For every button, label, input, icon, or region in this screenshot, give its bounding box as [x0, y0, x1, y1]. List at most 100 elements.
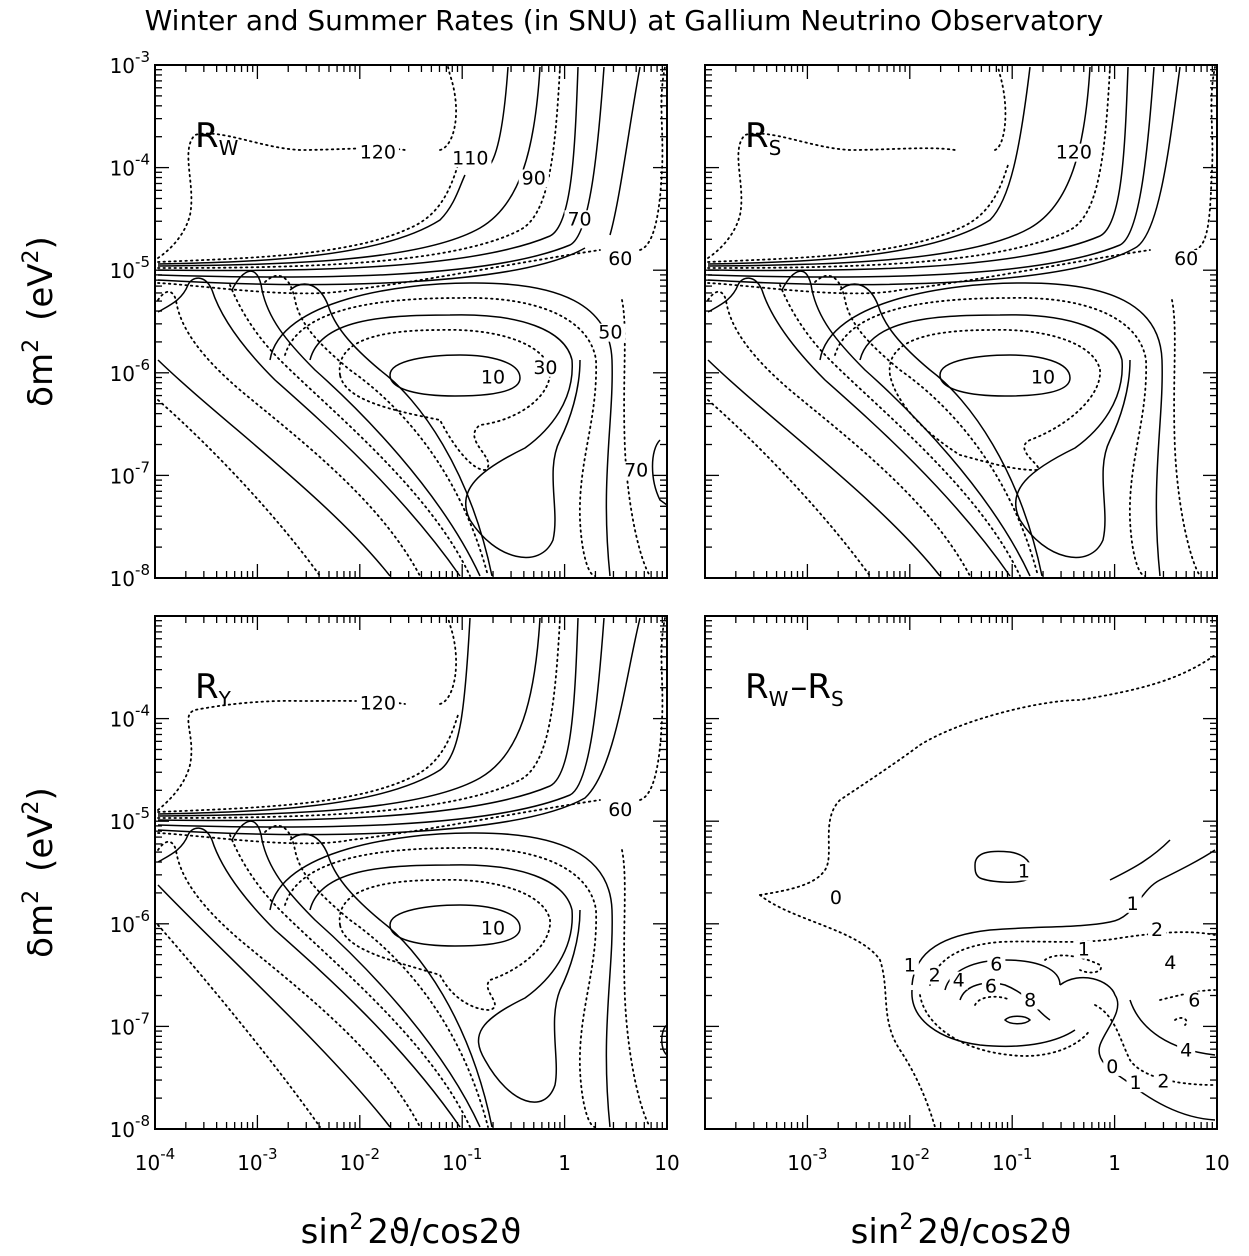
contour-label-bg — [900, 956, 919, 975]
tick-label: 10-4 — [110, 702, 150, 732]
tick-label: 10-3 — [110, 48, 150, 78]
contour-label-bg — [1074, 940, 1093, 959]
contour-label-bg — [564, 210, 595, 229]
contour-label: 90 — [522, 167, 546, 189]
contour-label-bg — [449, 149, 492, 168]
contour-label-bg — [356, 143, 399, 162]
contour-label-bg — [981, 977, 1000, 996]
x-axis-title: sin2 2ϑ/cos2ϑ — [851, 1210, 1072, 1252]
contour-label-bg — [1126, 1074, 1145, 1093]
contour-label-bg — [949, 971, 968, 990]
contour-label: 120 — [360, 142, 396, 164]
contour-label-bg — [356, 694, 399, 713]
contour-label: 70 — [624, 459, 648, 481]
contour-label: 4 — [1180, 1040, 1192, 1062]
y-axis-title: δm2(eV2) — [19, 236, 61, 407]
contour-label-bg — [477, 368, 509, 387]
contour-label: 1 — [1018, 860, 1030, 882]
contour-label-bg — [595, 323, 626, 342]
tick-label: 10 — [1204, 1151, 1229, 1175]
contour-label: 2 — [929, 965, 941, 987]
contour-label: 50 — [598, 322, 622, 344]
contour-label-bg — [477, 919, 509, 938]
contour-label: 120 — [1056, 142, 1092, 164]
tick-label: 10-3 — [787, 1145, 827, 1175]
contour-label: 1 — [1129, 1072, 1141, 1094]
tick-label: 10-1 — [992, 1145, 1032, 1175]
contour-label: 10 — [481, 918, 505, 940]
contour-label-bg — [1185, 991, 1204, 1010]
tick-label: 10-5 — [110, 253, 150, 283]
contour-label-bg — [1123, 894, 1142, 913]
tick-label: 10-4 — [110, 151, 150, 181]
panel-rw-frame — [154, 64, 668, 579]
tick-label: 10-2 — [340, 1145, 380, 1175]
tick-label: 10-6 — [110, 907, 150, 937]
contour-label: 0 — [830, 887, 842, 909]
contour-label-bg — [605, 800, 636, 819]
panel-label: RW — [195, 116, 239, 160]
contour-label-bg — [621, 461, 652, 480]
contour-label: 6 — [1188, 989, 1200, 1011]
contour-label-bg — [605, 249, 636, 268]
contour-label-bg — [1021, 991, 1040, 1010]
tick-label: 1 — [558, 1151, 571, 1175]
axis-titles: δm2(eV2) δm2(eV2) sin2 2ϑ/cos2ϑ sin2 2ϑ/cos2ϑ — [19, 236, 1071, 1252]
contour-label: 70 — [567, 208, 591, 230]
contour-label-bg — [826, 888, 845, 907]
panel-rs-contours — [707, 66, 1216, 577]
contour-label-bg — [530, 358, 561, 377]
contour-label: 4 — [953, 970, 965, 992]
contour-label-bg — [1154, 1072, 1173, 1091]
panel-ry-frame — [154, 615, 668, 1130]
contour-label: 1 — [1127, 893, 1139, 915]
contour-label-bg — [1027, 368, 1059, 387]
x-axis-title: sin2 2ϑ/cos2ϑ — [301, 1210, 522, 1252]
panel-label: RW–RS — [745, 667, 844, 711]
panel-ry-contours — [157, 617, 668, 1128]
panel-label: RS — [745, 116, 781, 160]
contour-label-bg — [987, 955, 1006, 974]
contour-label: 120 — [360, 693, 396, 715]
contour-label-bg — [1052, 143, 1095, 162]
contour-label: 6 — [990, 953, 1002, 975]
contour-label-bg — [1103, 1057, 1122, 1076]
contour-label-bg — [1177, 1041, 1196, 1060]
panel-labels: RW RS RY RW–RS — [195, 116, 844, 711]
contour-label: 1 — [1078, 939, 1090, 961]
axis-ticks — [155, 65, 1217, 1129]
figure-title: Winter and Summer Rates (in SNU) at Gall… — [145, 4, 1104, 37]
contour-label-bg — [1171, 249, 1202, 268]
tick-label: 1 — [1108, 1151, 1121, 1175]
contour-label: 6 — [985, 975, 997, 997]
contour-label-bg — [518, 169, 549, 188]
contour-label: 8 — [1024, 989, 1036, 1011]
axis-tick-labels: 10-310-410-510-610-710-810-410-510-610-7… — [110, 48, 1230, 1175]
tick-label: 10-3 — [237, 1145, 277, 1175]
tick-label: 10 — [654, 1151, 679, 1175]
tick-label: 10-8 — [110, 561, 150, 591]
contour-label-bg — [1014, 862, 1033, 881]
contour-label: 60 — [608, 799, 632, 821]
y-axis-title: δm2(eV2) — [19, 787, 61, 958]
panel-rw-contours — [157, 66, 668, 577]
contour-label-bg — [1161, 954, 1180, 973]
panel-diff-frame — [704, 615, 1218, 1130]
contour-label: 10 — [481, 367, 505, 389]
tick-label: 10-6 — [110, 356, 150, 386]
contour-label: 0 — [1106, 1056, 1118, 1078]
tick-label: 10-4 — [135, 1145, 175, 1175]
contour-label: 30 — [533, 357, 557, 379]
contour-label: 2 — [1151, 919, 1163, 941]
panel-rs-frame — [704, 64, 1218, 579]
contour-label-bg — [925, 966, 944, 985]
contour-label: 110 — [452, 147, 488, 169]
contour-labels: 120 1109070605030107012060101206010011214… — [356, 142, 1204, 1094]
contour-label: 10 — [1031, 367, 1055, 389]
contour-label: 60 — [1174, 248, 1198, 270]
contour-label: 60 — [608, 248, 632, 270]
tick-label: 10-8 — [110, 1112, 150, 1142]
tick-label: 10-7 — [110, 1009, 150, 1039]
tick-label: 10-7 — [110, 458, 150, 488]
